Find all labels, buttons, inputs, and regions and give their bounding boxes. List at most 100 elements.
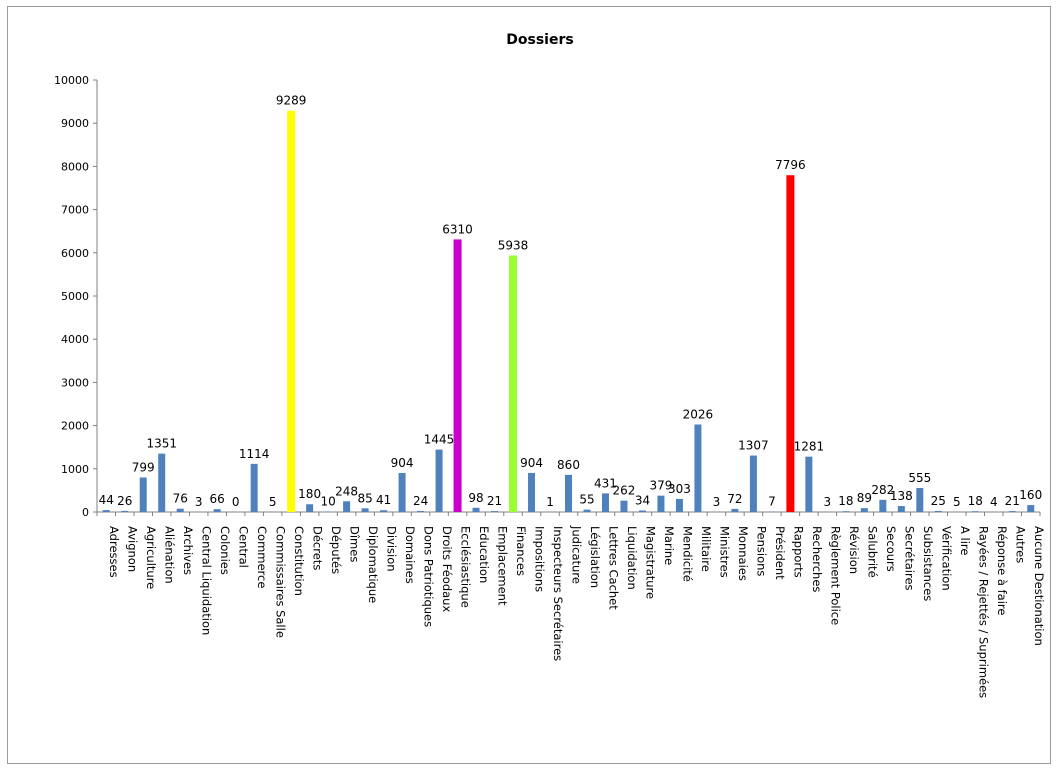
data-label: 18 <box>838 494 853 508</box>
data-label: 180 <box>298 487 321 501</box>
bar <box>121 510 129 512</box>
category-label: Magistrature <box>643 526 657 599</box>
data-label: 6310 <box>442 222 473 236</box>
y-tick-label: 6000 <box>61 247 89 260</box>
category-label: Salubrité <box>865 526 879 578</box>
category-label: Droits Féodaux <box>440 526 454 612</box>
data-label: 7 <box>768 495 776 509</box>
category-label: Archives <box>181 526 195 575</box>
chart-frame <box>7 6 1051 764</box>
category-label: Monnaies <box>736 526 750 581</box>
bar <box>657 495 665 512</box>
category-label: Commissaires Salle <box>274 526 288 638</box>
bar <box>749 455 757 512</box>
data-label: 3 <box>824 495 832 509</box>
category-label: Autres <box>1013 526 1027 563</box>
category-label: Subsistances <box>921 526 935 601</box>
data-label: 904 <box>520 456 543 470</box>
category-label: Aucune Destionation <box>1032 526 1046 646</box>
bar <box>287 110 296 512</box>
bar <box>565 474 572 512</box>
category-label: Décrets <box>311 526 325 570</box>
y-tick-label: 3000 <box>61 376 89 389</box>
data-label: 21 <box>1005 494 1020 508</box>
category-label: Central <box>237 526 251 568</box>
data-label: 303 <box>668 482 691 496</box>
data-label: 34 <box>635 494 650 508</box>
y-tick-label: 7000 <box>61 204 89 217</box>
category-label: Constitution <box>292 526 306 596</box>
y-tick-label: 10000 <box>54 74 89 87</box>
category-label: Députés <box>329 526 343 574</box>
category-label: Législation <box>588 526 602 588</box>
bar <box>213 509 221 512</box>
bar <box>1008 511 1016 512</box>
category-label: Révision <box>847 526 861 574</box>
y-tick-label: 0 <box>82 506 89 519</box>
chart-title: Dossiers <box>506 32 573 48</box>
bar <box>934 510 942 512</box>
data-label: 21 <box>487 494 502 508</box>
data-label: 431 <box>594 476 617 490</box>
category-label: Commerce <box>255 526 269 588</box>
data-label: 10 <box>320 495 335 509</box>
category-label: Rapports <box>791 526 805 578</box>
bar <box>343 501 351 512</box>
data-label: 55 <box>579 493 594 507</box>
bar <box>139 477 147 512</box>
data-label: 799 <box>132 460 155 474</box>
bar <box>879 499 887 512</box>
category-label: Central Liquidation <box>200 526 214 635</box>
category-label: Vérification <box>939 526 953 591</box>
data-label: 262 <box>613 484 636 498</box>
data-label: 85 <box>357 491 372 505</box>
y-tick-label: 2000 <box>61 420 89 433</box>
category-label: Colonies <box>218 526 232 575</box>
data-label: 76 <box>173 492 188 506</box>
data-label: 9289 <box>276 94 307 108</box>
data-label: 66 <box>210 492 225 506</box>
data-label: 248 <box>335 484 358 498</box>
bar <box>638 510 646 512</box>
category-label: Emplacement <box>496 526 510 606</box>
bar <box>694 424 702 512</box>
data-label: 379 <box>649 479 672 493</box>
bar <box>417 510 425 512</box>
category-label: Réponse à faire <box>995 526 1009 615</box>
data-label: 1307 <box>738 439 769 453</box>
category-label: Finances <box>514 526 528 576</box>
data-label: 3 <box>195 495 203 509</box>
bar <box>675 498 683 512</box>
bar <box>916 488 924 512</box>
data-label: 98 <box>468 491 483 505</box>
data-label: 1114 <box>239 447 270 461</box>
data-label: 26 <box>117 494 132 508</box>
category-label: Règlement Police <box>828 526 842 625</box>
data-label: 160 <box>1019 488 1042 502</box>
data-label: 44 <box>99 493 114 507</box>
category-label: Dîmes <box>348 526 362 562</box>
bar <box>176 508 184 512</box>
category-label: Président <box>773 526 787 580</box>
bar <box>361 508 369 512</box>
data-label: 1281 <box>794 440 825 454</box>
category-label: Mendicité <box>680 526 694 582</box>
category-label: A lire <box>958 526 972 555</box>
category-label: Ecclésiastique <box>459 526 473 608</box>
data-label: 5938 <box>498 238 529 252</box>
category-label: Pensions <box>754 526 768 576</box>
data-label: 18 <box>968 494 983 508</box>
data-label: 860 <box>557 458 580 472</box>
category-label: Ministres <box>717 526 731 578</box>
bar <box>102 510 110 512</box>
bar-group <box>102 110 1035 512</box>
category-label: Domaines <box>403 526 417 584</box>
category-label: Secrétaires <box>902 526 916 591</box>
data-label: 1351 <box>146 437 177 451</box>
category-label: Agriculture <box>144 526 158 589</box>
data-label: 0 <box>232 495 240 509</box>
category-label: Liquidation <box>625 526 639 590</box>
bar <box>453 239 462 512</box>
category-label: Marine <box>662 526 676 565</box>
